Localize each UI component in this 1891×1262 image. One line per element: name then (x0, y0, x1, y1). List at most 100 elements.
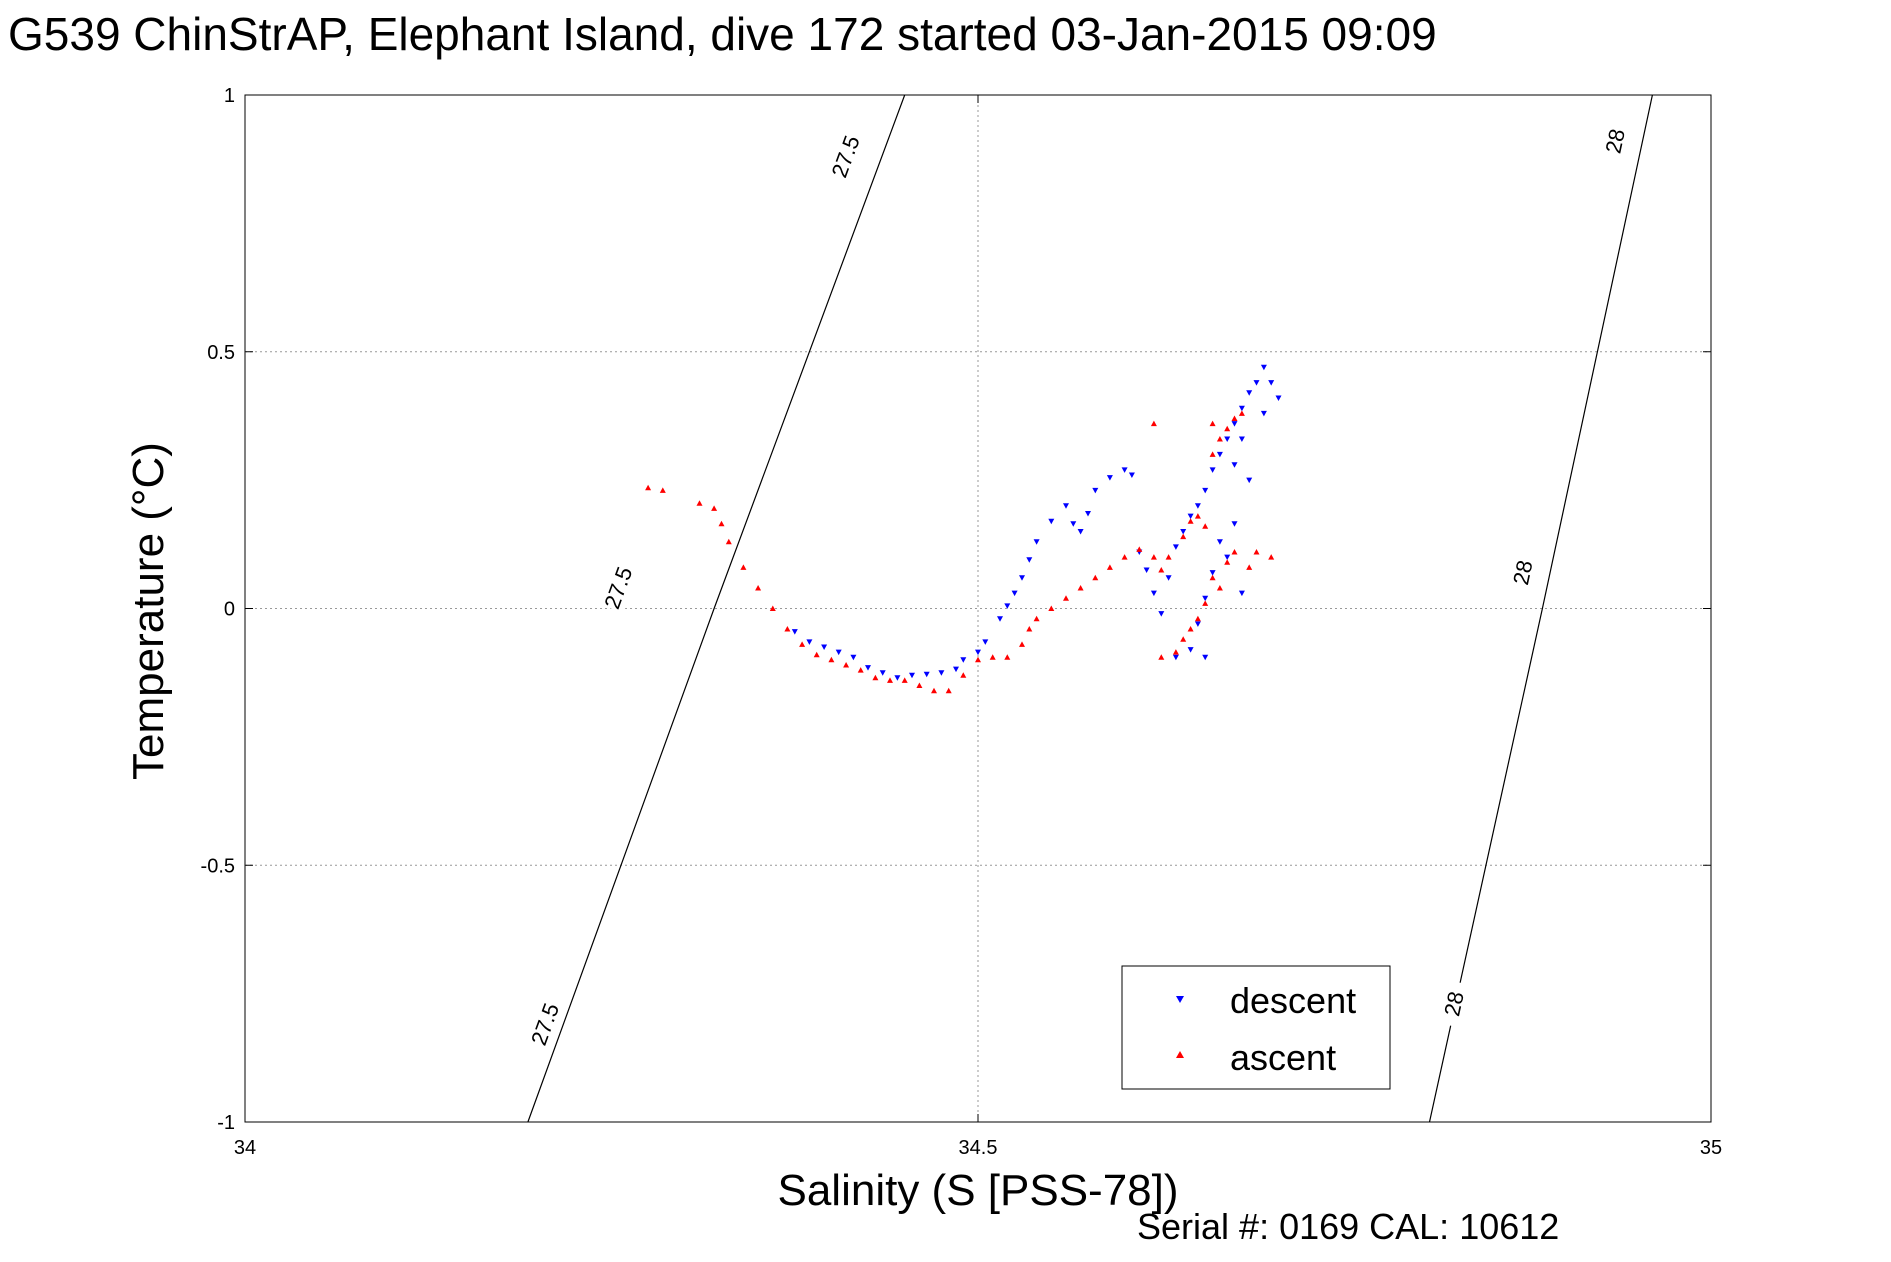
y-tick-label: -0.5 (201, 855, 235, 877)
isopycnal-line (1428, 94, 1653, 1123)
descent-point (791, 629, 798, 635)
ascent-point (1077, 585, 1084, 591)
ascent-point (1187, 518, 1194, 524)
ascent-point (1121, 554, 1128, 560)
descent-point (1011, 590, 1018, 597)
descent-point (1238, 436, 1245, 442)
descent-point (1202, 595, 1209, 602)
ascent-point (1158, 567, 1165, 573)
ascent-point (857, 667, 864, 673)
descent-point (1187, 513, 1194, 520)
ascent-point (725, 538, 732, 545)
ascent-point (1136, 546, 1143, 552)
descent-point (1033, 539, 1040, 545)
descent-point (1202, 487, 1209, 494)
descent-point (835, 649, 842, 656)
descent-point (1224, 554, 1231, 561)
ascent-point (1224, 559, 1231, 565)
descent-point (1268, 380, 1275, 386)
ascent-point (1238, 410, 1245, 416)
ascent-point (960, 672, 967, 678)
ascent-point (1194, 513, 1201, 519)
descent-point (1238, 590, 1245, 597)
ascent-point (1246, 564, 1253, 570)
ascent-point (1004, 654, 1011, 660)
descent-point (1253, 380, 1260, 386)
ascent-point (1158, 654, 1165, 660)
descent-point (806, 639, 813, 645)
legend: descent ascent (1121, 965, 1391, 1090)
legend-label-descent: descent (1230, 980, 1356, 1021)
descent-point (1085, 511, 1091, 517)
descent-point (1150, 590, 1157, 597)
descent-point (1260, 364, 1267, 371)
ascent-point (1194, 615, 1201, 622)
ascent-point (755, 585, 762, 591)
axis-ticks: 34 34.5 35 -1 -0.5 0 0.5 1 (201, 85, 1723, 1159)
ascent-point (1165, 554, 1172, 560)
ascent-point (696, 500, 703, 506)
isopycnal-label-bg (826, 131, 866, 182)
descent-point (1246, 477, 1253, 484)
ascent-point (1106, 564, 1113, 570)
ascent-point (1092, 574, 1099, 581)
ascent-point (901, 677, 908, 683)
legend-marker-descent (1176, 996, 1184, 1003)
descent-point (821, 644, 828, 650)
ascent-point (1231, 549, 1238, 555)
y-tick-label: 1 (224, 85, 235, 107)
isopycnal-label-bg (1505, 548, 1541, 597)
ascent-point (1019, 641, 1025, 647)
descent-point (1019, 575, 1025, 581)
descent-point (1231, 462, 1238, 468)
descent-point (1202, 654, 1209, 661)
serial-footer: Serial #: 0169 CAL: 10612 (1137, 1206, 1559, 1247)
descent-point (938, 670, 945, 676)
descent-point (894, 675, 901, 681)
descent-point (1092, 487, 1099, 494)
descent-point (909, 672, 915, 679)
ascent-point (1224, 425, 1231, 432)
descent-point (1231, 521, 1238, 527)
ascent-point (1180, 533, 1187, 540)
ascent-point (1268, 554, 1275, 560)
descent-point (865, 665, 871, 671)
descent-point (1165, 575, 1172, 581)
ascent-point (828, 656, 835, 663)
ascent-point (1026, 626, 1033, 632)
ascent-point (1231, 415, 1238, 421)
isopycnal-label: 28 (1439, 989, 1469, 1018)
ascent-point (1180, 636, 1187, 642)
ascent-point (1048, 605, 1055, 611)
descent-point (1187, 647, 1194, 653)
descent-point (1128, 472, 1135, 478)
ascent-point (1187, 626, 1194, 632)
descent-point (879, 670, 886, 676)
ascent-point (1150, 554, 1157, 560)
y-axis-label: Temperature (°C) (124, 442, 173, 780)
descent-point (1260, 410, 1267, 417)
ascent-point (740, 564, 747, 570)
legend-box (1121, 965, 1391, 1090)
ascent-point (1202, 523, 1209, 529)
legend-marker-ascent (1176, 1051, 1184, 1058)
descent-point (1143, 567, 1150, 573)
descent-point (1180, 529, 1187, 535)
descent-point (1070, 521, 1077, 527)
ascent-point (843, 662, 850, 668)
descent-point (850, 654, 857, 661)
ascent-point (769, 605, 776, 611)
ascent-point (931, 687, 937, 694)
descent-point (1106, 475, 1113, 481)
descent-point (1246, 390, 1253, 396)
ascent-point (887, 677, 893, 683)
descent-point (1004, 603, 1011, 609)
descent-point (953, 666, 959, 673)
isopycnal-label-bg (525, 999, 566, 1050)
grid (245, 95, 1711, 1122)
ascent-point (1033, 615, 1040, 622)
ascent-point (872, 674, 879, 681)
isopycnal-label-bg (1598, 116, 1634, 166)
descent-point (923, 671, 930, 678)
